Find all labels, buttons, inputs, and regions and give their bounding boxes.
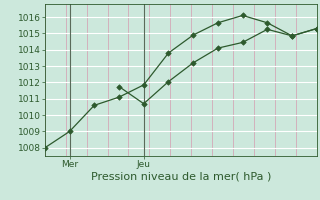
- X-axis label: Pression niveau de la mer( hPa ): Pression niveau de la mer( hPa ): [91, 172, 271, 182]
